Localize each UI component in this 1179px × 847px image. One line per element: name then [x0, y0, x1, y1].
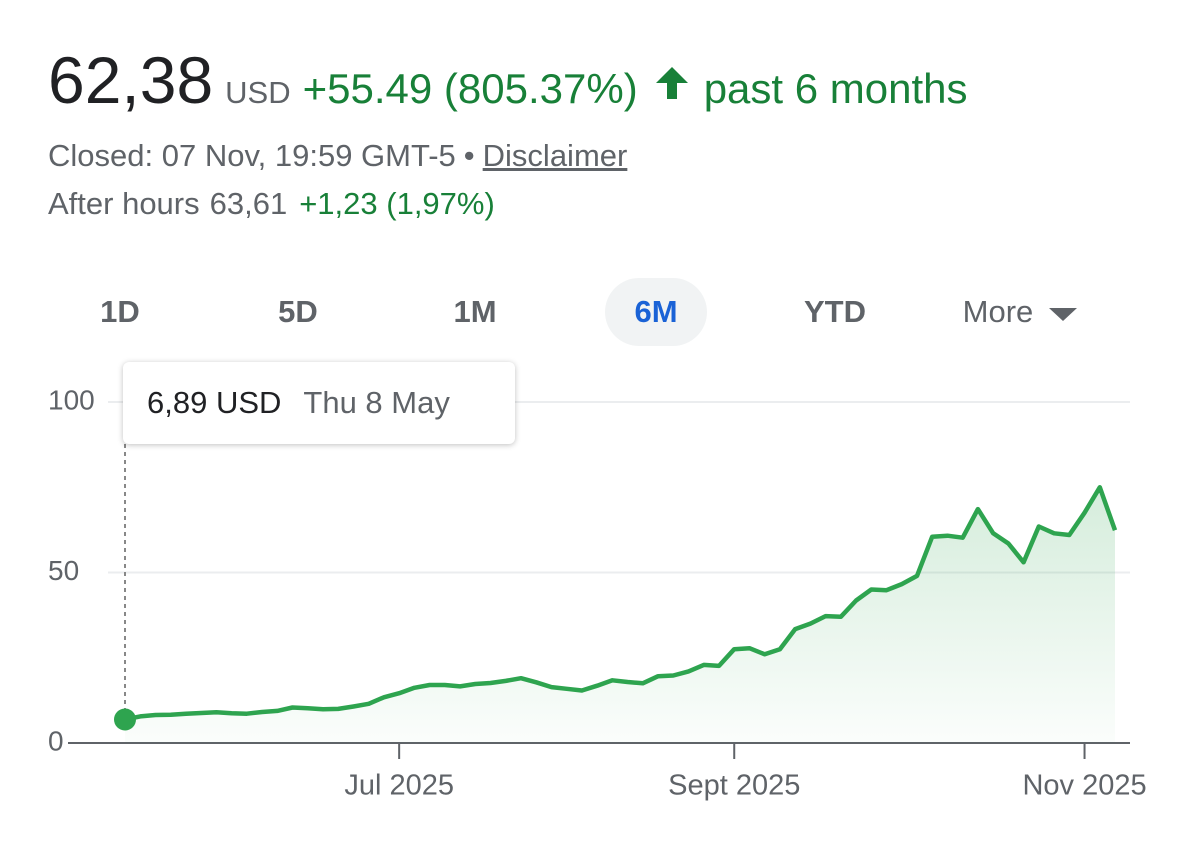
up-arrow [655, 67, 688, 99]
tooltip-date: Thu 8 May [303, 385, 450, 420]
price: 62,38 [48, 43, 214, 117]
period: past 6 months [703, 65, 968, 112]
y-tick-label: 0 [48, 725, 64, 756]
status: Closed: 07 Nov, 19:59 GMT-5 [48, 138, 456, 173]
after-hours-line: After hours 63,61 +1,23 (1,97%) [48, 186, 495, 222]
hover-point [114, 708, 136, 731]
tooltip-price: 6,89 USD [147, 385, 282, 420]
range-tab[interactable]: YTD [782, 278, 888, 346]
x-tick-label: Jul 2025 [344, 770, 454, 802]
y-tick-label: 100 [48, 384, 95, 415]
x-tick-label: Sept 2025 [668, 770, 800, 802]
tab-label: 1D [100, 294, 140, 329]
range-tab[interactable]: More [940, 278, 1100, 346]
tab-label: YTD [804, 294, 866, 329]
status-line: Closed: 07 Nov, 19:59 GMT-5 • Disclaimer [48, 138, 627, 174]
x-tick-label: Nov 2025 [1022, 770, 1146, 802]
disclaimer-link[interactable]: Disclaimer [482, 138, 628, 173]
tab-label: 6M [634, 294, 678, 329]
range-tab[interactable]: 1M [425, 278, 525, 346]
area-fill [125, 487, 1115, 743]
tab-label: More [962, 294, 1034, 329]
range-tab[interactable]: 1D [70, 278, 170, 346]
separator: • [463, 138, 475, 173]
price-line [124, 485, 1118, 722]
dropdown-caret [1049, 308, 1078, 321]
tab-label: 1M [453, 294, 497, 329]
range-tab[interactable]: 6M [605, 278, 707, 346]
price-line: 62,38 USD +55.49 (805.37%) past 6 months [48, 42, 968, 118]
range-tab[interactable]: 5D [248, 278, 348, 346]
currency: USD [225, 75, 291, 110]
after-hours-label: After hours [48, 186, 200, 221]
y-tick-label: 50 [48, 555, 79, 586]
after-hours-change: +1,23 (1,97%) [299, 186, 495, 221]
tooltip: 6,89 USD Thu 8 May [123, 362, 515, 444]
tab-label: 5D [278, 294, 318, 329]
after-hours-price: 63,61 [209, 186, 288, 221]
change: +55.49 (805.37%) [302, 65, 638, 112]
